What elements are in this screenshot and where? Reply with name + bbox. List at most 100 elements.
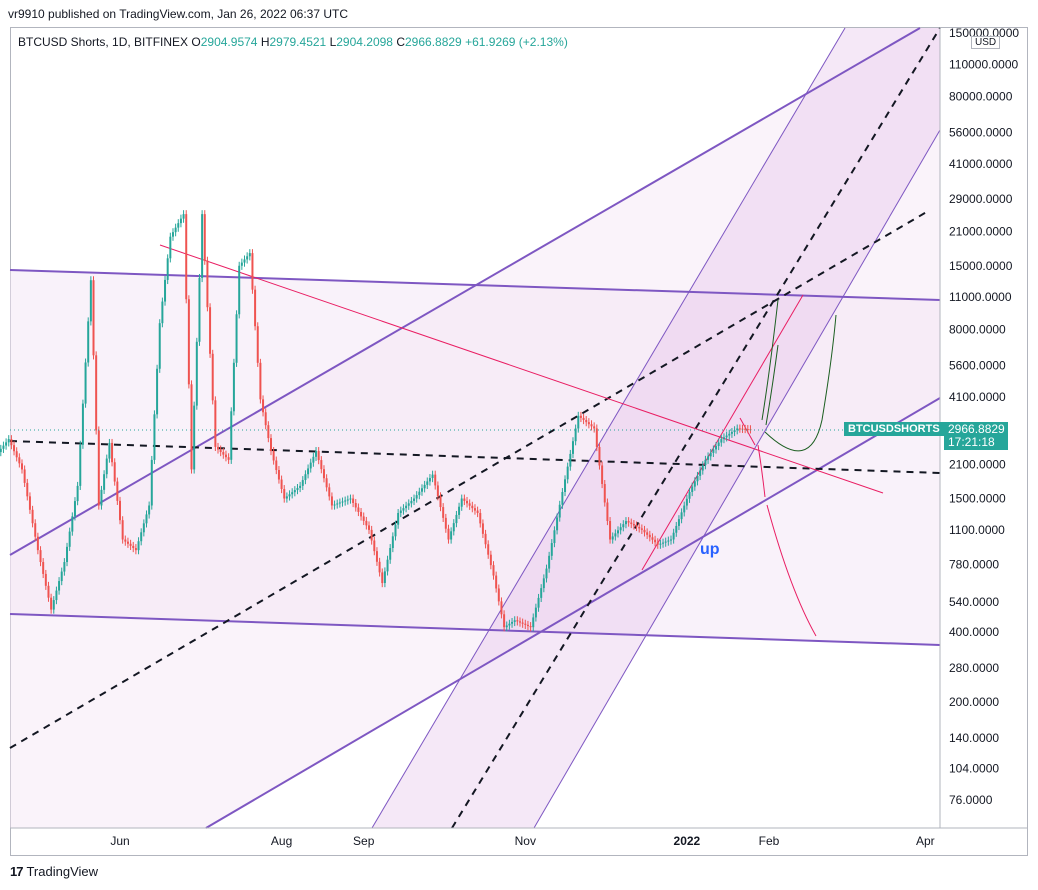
rising-channel-top: [9, 27, 921, 556]
candle-body: [442, 507, 445, 518]
candle-body: [140, 532, 143, 542]
legend-open-label: O: [191, 35, 201, 49]
candle-body: [272, 451, 275, 461]
candle-body: [116, 481, 119, 501]
steep-channel-right: [533, 129, 941, 829]
candle-body: [36, 536, 39, 551]
candle-body: [219, 449, 222, 453]
candle-body: [614, 533, 617, 537]
candle-body: [675, 525, 678, 533]
candle-body: [611, 536, 614, 540]
candle-body: [142, 523, 145, 533]
price-tick-label: 29000.0000: [949, 192, 1013, 206]
candle-body: [68, 531, 71, 547]
price-tick-label: 200.0000: [949, 695, 999, 709]
candle-body: [291, 492, 294, 495]
candle-body: [590, 424, 593, 427]
candle-body: [603, 483, 606, 503]
candle-body: [466, 500, 469, 504]
candle-body: [362, 516, 365, 521]
candle-body: [256, 326, 259, 363]
candle-body: [73, 501, 76, 517]
time-tick-label: Apr: [916, 834, 935, 848]
candle-body: [428, 478, 431, 482]
candle-body: [471, 505, 474, 509]
candle-body: [203, 214, 206, 261]
candle-body: [402, 508, 405, 511]
candle-body: [685, 498, 688, 506]
candle-body: [26, 482, 29, 497]
dashed-steep: [451, 27, 941, 829]
time-tick-label: Feb: [759, 834, 780, 848]
candle-body: [741, 428, 744, 430]
candle-body: [518, 621, 521, 623]
candle-body: [349, 498, 352, 500]
steep-channel-fill: [372, 28, 940, 828]
price-axis[interactable]: 150000.0000 110000.0000 80000.0000 56000.00…: [939, 26, 1019, 828]
candle-body: [50, 597, 53, 610]
candle-body: [677, 519, 680, 526]
candle-body: [709, 452, 712, 457]
candle-body: [280, 479, 283, 490]
price-tick-label: 400.0000: [949, 625, 999, 639]
candle-body: [532, 617, 535, 628]
currency-selector[interactable]: USD: [971, 36, 1001, 49]
candle-body: [746, 429, 749, 431]
legend-low-value: 2904.2098: [336, 35, 393, 49]
candle-body: [23, 469, 26, 483]
candle-body: [593, 426, 596, 429]
candle-body: [558, 504, 561, 518]
candle-body: [224, 454, 227, 458]
candle-body: [447, 528, 450, 540]
candle-body: [707, 456, 710, 460]
candle-body: [293, 490, 296, 493]
dashed-mid-slope: [9, 209, 931, 749]
candle-body: [418, 491, 421, 496]
price-tick-label: 540.0000: [949, 595, 999, 609]
price-tick-label: 56000.0000: [949, 126, 1013, 140]
candle-body: [179, 218, 182, 224]
legend-change: +61.9269 (+2.13%): [465, 35, 568, 49]
footer-brand[interactable]: 17 TradingView: [10, 864, 98, 879]
candle-body: [333, 504, 336, 506]
candle-body: [209, 307, 212, 354]
candle-body: [5, 442, 8, 446]
candle-body: [561, 491, 564, 505]
candle-body: [201, 214, 204, 278]
candle-body: [182, 214, 185, 219]
candle-body: [20, 463, 23, 470]
legend-open-value: 2904.9574: [200, 35, 258, 49]
candle-body: [564, 479, 567, 492]
candle-body: [134, 548, 137, 551]
time-axis[interactable]: Jun Aug Sep Nov 2022 Feb Apr: [10, 827, 1028, 848]
price-tick-label: 780.0000: [949, 558, 999, 572]
candle-body: [222, 452, 225, 455]
candle-body: [248, 253, 251, 257]
candle-body: [683, 505, 686, 513]
current-price-value: 2966.8829: [948, 422, 1005, 436]
candle-body: [399, 510, 402, 513]
candle-body: [468, 503, 471, 506]
candle-body: [548, 555, 551, 569]
candle-body: [476, 510, 479, 513]
candle-body: [648, 534, 651, 538]
candle-body: [383, 571, 386, 584]
candle-body: [699, 470, 702, 476]
time-tick-label: Nov: [515, 834, 536, 848]
candle-body: [410, 500, 413, 504]
candle-body: [556, 517, 559, 531]
candle-body: [455, 514, 458, 524]
candle-body: [524, 623, 527, 625]
candle-body: [542, 578, 545, 589]
candle-body: [217, 446, 220, 450]
candle-body: [511, 621, 514, 624]
candle-body: [277, 470, 280, 480]
up-annotation: up: [700, 541, 720, 558]
price-tick-label: 280.0000: [949, 661, 999, 675]
candle-body: [640, 528, 643, 530]
candle-body: [338, 502, 341, 504]
price-tick-label: 80000.0000: [949, 90, 1013, 104]
candle-body: [487, 544, 490, 555]
candle-body: [730, 431, 733, 434]
